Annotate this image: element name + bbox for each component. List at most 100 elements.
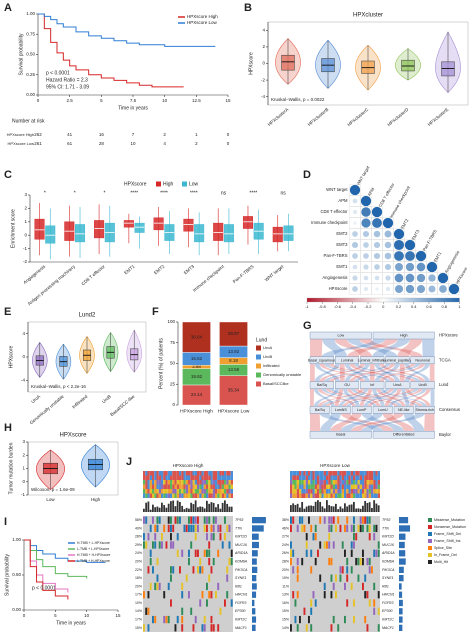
flow xyxy=(369,363,375,382)
gene-name: PIK3CA xyxy=(382,568,395,572)
mutation-cell xyxy=(147,566,150,574)
flow xyxy=(372,339,410,357)
tmb-bar xyxy=(174,506,177,512)
legend-swatch xyxy=(256,363,261,369)
annotation-cell xyxy=(179,471,182,476)
annotation-cell xyxy=(228,475,231,480)
legend-label: Splice_Site xyxy=(434,546,452,550)
legend-swatch xyxy=(428,518,432,522)
correlation-circle xyxy=(393,239,405,251)
legend-label: Genomically unstable xyxy=(263,372,302,377)
mutation-cell xyxy=(346,524,349,533)
panel-label: C xyxy=(4,169,12,181)
mutation-cell xyxy=(203,516,206,524)
panel-label: I xyxy=(4,516,7,528)
gene-name: SYNE1 xyxy=(382,576,394,580)
mutation-cell xyxy=(190,524,193,533)
annotation-cell xyxy=(161,475,164,480)
mutation-cell xyxy=(373,607,376,615)
mutation-cell xyxy=(346,516,349,524)
annotation-cell xyxy=(375,484,378,489)
annotation-cell xyxy=(199,493,202,498)
box xyxy=(242,216,253,229)
colorbar-tick-label: -1 xyxy=(305,304,309,309)
correlation-circle xyxy=(371,206,383,218)
annotation-cell xyxy=(364,475,367,480)
annotation-cell xyxy=(217,489,220,494)
annotation-cell xyxy=(312,484,315,489)
mutation-frequency: 18% xyxy=(135,576,142,580)
mutation-cell xyxy=(323,591,326,599)
mutation-cell xyxy=(149,582,152,591)
mutation-frequency: 10% xyxy=(135,601,142,605)
flow xyxy=(321,388,390,407)
annotation-cell xyxy=(303,489,306,494)
mutation-cell xyxy=(143,516,145,524)
tmb-bar xyxy=(377,505,380,512)
annotation-cell xyxy=(371,489,374,494)
legend-swatch xyxy=(428,546,432,550)
mutation-cell xyxy=(185,574,188,582)
annotation-cell xyxy=(337,480,340,485)
annotation-cell xyxy=(321,475,324,480)
annotation-cell xyxy=(147,484,150,489)
row-label: Immune checkpoint xyxy=(311,220,348,225)
annotation-cell xyxy=(317,493,320,498)
annotation-cell xyxy=(321,493,324,498)
mutation-cell xyxy=(323,582,326,591)
flow xyxy=(379,363,426,382)
x-tick-label: UroB xyxy=(101,394,112,404)
tmb-bar xyxy=(346,506,349,512)
x-tick-label: 5 xyxy=(100,98,103,103)
annotation-cell xyxy=(152,475,155,480)
mutation-cell xyxy=(188,524,190,533)
tmb-bar xyxy=(226,503,229,512)
annotation-cell xyxy=(143,484,146,489)
annotation-cell xyxy=(371,484,374,489)
flow xyxy=(346,388,419,407)
x-tick-label: Infiltrated xyxy=(71,394,89,410)
mutation-cell xyxy=(230,549,233,557)
row-label: HPXscore xyxy=(329,286,349,291)
annotation-cell xyxy=(301,489,304,494)
mutation-cell xyxy=(226,566,229,574)
tmb-bar xyxy=(217,504,220,512)
gene-name: KDM6A xyxy=(382,559,395,563)
legend-label: Low xyxy=(189,181,199,187)
node xyxy=(360,381,385,389)
annotation-cell xyxy=(359,475,362,480)
annotation-cell xyxy=(226,480,229,485)
annotation-cell xyxy=(147,480,150,485)
annotation-cell xyxy=(366,480,369,485)
gene-name: KMT2D xyxy=(382,535,394,539)
mutation-cell xyxy=(219,607,222,615)
tmb-bar xyxy=(192,504,195,512)
tmb-bar xyxy=(188,508,190,512)
legend-swatch xyxy=(428,525,432,529)
correlation-circle xyxy=(384,263,392,271)
mutation-cell xyxy=(335,591,337,599)
tmb-bar xyxy=(215,507,217,512)
mutation-cell xyxy=(290,541,292,549)
annotation-cell xyxy=(323,475,326,480)
mutation-cell xyxy=(312,533,315,541)
node xyxy=(335,356,360,364)
annotation-cell xyxy=(323,493,326,498)
correlation-circle xyxy=(363,242,369,248)
annotation-cell xyxy=(163,471,166,476)
legend-swatch xyxy=(256,345,261,351)
annotation-cell xyxy=(145,484,148,489)
mutation-frequency: 27% xyxy=(282,535,289,539)
annotation-cell xyxy=(362,475,365,480)
correlation-circle xyxy=(352,253,358,259)
mutation-cell xyxy=(330,574,333,582)
annotation-cell xyxy=(154,471,157,476)
annotation-cell xyxy=(152,471,155,476)
annotation-cell xyxy=(147,493,150,498)
annotation-cell xyxy=(319,471,322,476)
annotation-cell xyxy=(373,489,376,494)
mutation-cell xyxy=(377,624,380,632)
y-tick-label: -2 xyxy=(23,259,27,264)
mutation-cell xyxy=(203,549,206,557)
